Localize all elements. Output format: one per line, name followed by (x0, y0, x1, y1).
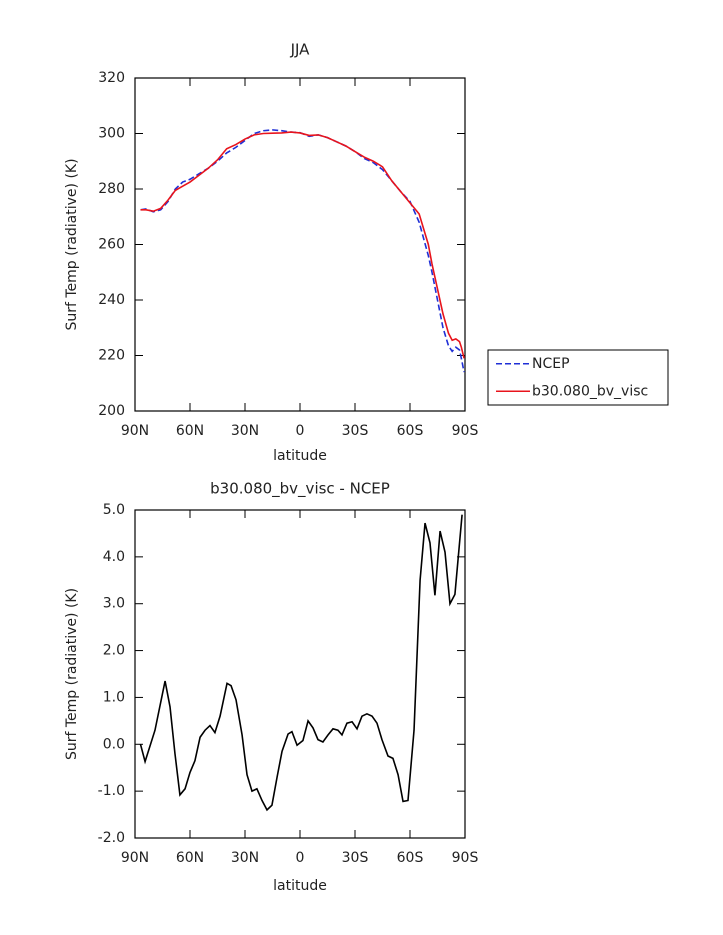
x-tick-label: 90S (452, 850, 479, 866)
line-series (140, 131, 465, 359)
y-tick-label: 280 (98, 181, 125, 197)
y-tick-label: 200 (98, 403, 125, 419)
legend-box (487, 349, 669, 406)
y-tick-label: 2.0 (103, 643, 125, 659)
x-tick-label: 90N (121, 423, 149, 439)
y-tick-label: -1.0 (98, 783, 125, 799)
x-tick-label: 60N (176, 423, 204, 439)
y-tick-label: 300 (98, 126, 125, 142)
y-axis-label: Surf Temp (radiative) (K) (64, 588, 80, 760)
x-tick-label: 0 (296, 423, 305, 439)
x-tick-label: 60N (176, 850, 204, 866)
plot-frame (134, 77, 466, 412)
y-tick-label: 3.0 (103, 596, 125, 612)
y-tick-label: 260 (98, 237, 125, 253)
plot-frame (134, 509, 466, 839)
x-tick-label: 30N (231, 850, 259, 866)
x-axis-label: latitude (273, 878, 327, 894)
y-axis-label: Surf Temp (radiative) (K) (64, 158, 80, 330)
line-series (140, 129, 465, 373)
y-tick-label: 240 (98, 292, 125, 308)
x-tick-label: 0 (296, 850, 305, 866)
y-tick-label: 220 (98, 348, 125, 364)
legend-label: b30.080_bv_visc (532, 383, 648, 399)
y-tick-label: 5.0 (103, 502, 125, 518)
chart-title: b30.080_bv_visc - NCEP (210, 480, 390, 499)
x-tick-label: 60S (397, 423, 424, 439)
y-tick-label: 4.0 (103, 549, 125, 565)
x-tick-label: 30S (342, 850, 369, 866)
y-tick-label: 320 (98, 70, 125, 86)
y-tick-label: 0.0 (103, 736, 125, 752)
x-tick-label: 30S (342, 423, 369, 439)
y-tick-label: -2.0 (98, 830, 125, 846)
x-tick-label: 60S (397, 850, 424, 866)
x-tick-label: 90N (121, 850, 149, 866)
x-axis-label: latitude (273, 448, 327, 464)
chart-title: JJA (290, 41, 311, 59)
x-tick-label: 30N (231, 423, 259, 439)
legend-label: NCEP (532, 356, 570, 372)
x-tick-label: 90S (452, 423, 479, 439)
y-tick-label: 1.0 (103, 689, 125, 705)
line-series (139, 514, 463, 812)
